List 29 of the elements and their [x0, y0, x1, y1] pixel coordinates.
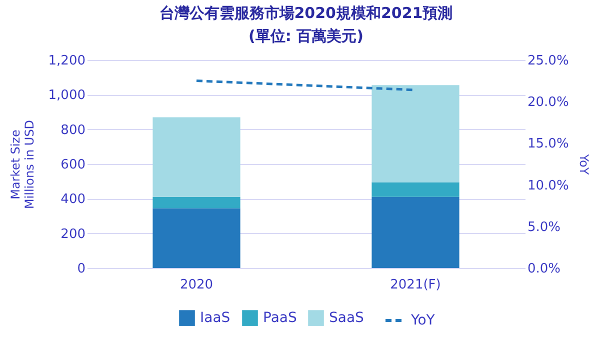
y-axis-title: Market Size Millions in USD — [8, 120, 36, 210]
legend-label: IaaS — [200, 310, 230, 326]
y-tick-label: 600 — [60, 158, 86, 172]
x-tick-label: 2021(F) — [390, 278, 441, 292]
y-tick-label: 200 — [60, 226, 86, 242]
bar — [152, 208, 240, 268]
legend-label: PaaS — [263, 310, 297, 326]
x-tick-label: 2020 — [180, 278, 214, 292]
bar — [372, 196, 460, 268]
y2-axis-title: YoY — [576, 153, 591, 176]
y-tick-label: 0 — [77, 262, 86, 276]
y2-tick-label: 10.0% — [528, 178, 569, 194]
chart-title: 台灣公有雲服務市場2020規模和2021預測 — [159, 4, 453, 22]
y-tick-label: 1,200 — [48, 54, 86, 68]
bar — [372, 85, 460, 182]
y2-tick-label: 25.0% — [528, 54, 569, 68]
legend-label: SaaS — [329, 310, 364, 326]
y-tick-label: 1,000 — [48, 88, 86, 104]
bar — [152, 196, 240, 208]
y-tick-label: 400 — [60, 192, 86, 208]
y-tick-label: 800 — [60, 122, 86, 138]
y2-tick-label: 0.0% — [528, 262, 561, 276]
y2-tick-label: 15.0% — [528, 136, 569, 152]
bar — [372, 182, 460, 197]
bar — [152, 117, 240, 197]
legend-label: YoY — [410, 312, 436, 328]
y2-tick-label: 5.0% — [528, 220, 561, 235]
chart-subtitle: (單位: 百萬美元) — [248, 27, 364, 45]
y2-tick-label: 20.0% — [528, 95, 569, 110]
